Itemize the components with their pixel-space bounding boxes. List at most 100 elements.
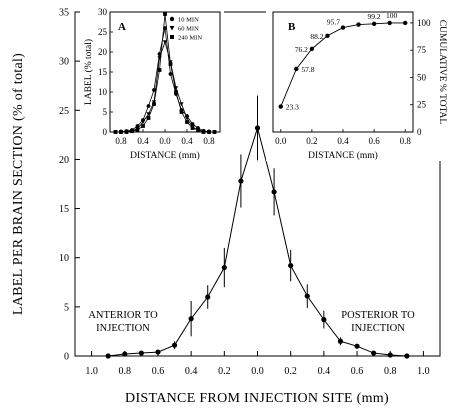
inset-b-data-label: 95.7 bbox=[327, 18, 340, 27]
main-y-tick-label: 0 bbox=[64, 352, 69, 363]
main-x-axis: 1.0 0.8 0.6 0.4 0.2 0.0 0.2 0.4 0.6 0.8 1.0 bbox=[85, 351, 430, 377]
inset-a-x-axis-title: DISTANCE (mm) bbox=[130, 150, 200, 161]
main-x-axis-title: DISTANCE FROM INJECTION SITE (mm) bbox=[125, 391, 389, 406]
main-data-point bbox=[304, 293, 310, 299]
main-data-point bbox=[122, 351, 128, 357]
inset-a-point-60min bbox=[146, 112, 151, 117]
inset-b-x-tick-label: 0.2 bbox=[306, 136, 317, 146]
inset-a-point-240min bbox=[135, 128, 140, 132]
main-y-tick-label: 5 bbox=[64, 302, 69, 313]
main-x-tick-label: 0.2 bbox=[218, 366, 231, 377]
inset-a-x-tick-label: 0.4 bbox=[137, 136, 149, 146]
main-y-axis-title: LABEL PER BRAIN SECTION (% of total) bbox=[11, 53, 26, 315]
main-x-tick-label: 1.0 bbox=[85, 366, 98, 377]
inset-b-point bbox=[387, 20, 392, 26]
main-y-tick-label: 20 bbox=[59, 155, 69, 166]
inset-b-y-tick-label: 75 bbox=[417, 45, 427, 55]
main-data-point bbox=[354, 343, 360, 349]
inset-b-data-label: 76.2 bbox=[295, 45, 308, 54]
inset-b-y-axis: 0 25 50 75 100 bbox=[410, 18, 431, 137]
inset-a-y-tick-label: 10 bbox=[98, 87, 108, 97]
main-x-tick-label: 0.2 bbox=[284, 366, 297, 377]
main-y-tick-label: 35 bbox=[59, 8, 69, 19]
main-data-point bbox=[321, 317, 327, 323]
inset-a-point-240min bbox=[196, 128, 200, 132]
annotation-posterior-line2: INJECTION bbox=[351, 323, 405, 334]
main-y-tick-label: 30 bbox=[59, 57, 69, 68]
inset-a-y-axis-title: LABEL (% total) bbox=[83, 39, 94, 105]
main-data-point bbox=[254, 125, 261, 131]
main-series-points bbox=[105, 125, 410, 359]
inset-a-x-tick-label: 0.4 bbox=[181, 136, 193, 146]
inset-b-panel-label: B bbox=[288, 21, 296, 33]
inset-a-point-240min bbox=[207, 130, 211, 134]
inset-a-point-240min bbox=[157, 68, 162, 72]
inset-a-y-tick-label: 20 bbox=[98, 47, 108, 57]
inset-a-y-tick-label: 15 bbox=[98, 67, 108, 77]
inset-b-x-axis-title: DISTANCE (mm) bbox=[308, 150, 378, 161]
inset-a-point-240min bbox=[174, 90, 178, 94]
inset-a-point-10min bbox=[146, 104, 151, 108]
legend-marker-10min bbox=[169, 16, 175, 22]
inset-a-y-axis: 0 5 10 15 20 25 30 bbox=[98, 7, 113, 137]
inset-b-point bbox=[371, 21, 377, 26]
inset-b-y-tick-label: 25 bbox=[417, 100, 427, 110]
inset-b-x-axis: 0.0 0.2 0.4 0.6 0.8 bbox=[275, 129, 411, 146]
inset-a-point-240min bbox=[119, 130, 123, 134]
inset-a-x-tick-label: 0.8 bbox=[203, 136, 215, 146]
annotation-posterior-line1: POSTERIOR TO bbox=[341, 310, 415, 321]
inset-a-background bbox=[80, 6, 224, 161]
main-data-point bbox=[138, 350, 144, 356]
inset-b-data-label: 57.8 bbox=[301, 65, 314, 74]
legend-label-60min: 60 MIN bbox=[178, 26, 199, 33]
main-series-line bbox=[108, 126, 407, 357]
main-x-tick-label: 0.4 bbox=[318, 366, 331, 377]
main-data-point bbox=[271, 189, 277, 195]
legend-marker-240min bbox=[170, 35, 174, 39]
inset-a-point-240min bbox=[185, 120, 189, 124]
inset-a-point-10min bbox=[168, 72, 173, 76]
inset-a-point-10min bbox=[152, 88, 156, 92]
inset-a-x-tick-label: 0.0 bbox=[159, 136, 171, 146]
inset-a-y-tick-label: 30 bbox=[98, 7, 108, 17]
inset-b-point bbox=[325, 33, 330, 38]
main-x-tick-label: 0.6 bbox=[152, 366, 165, 377]
main-x-tick-label: 0.8 bbox=[119, 366, 132, 377]
inset-b-data-label: 100 bbox=[386, 11, 398, 20]
inset-b-background bbox=[266, 6, 446, 161]
main-x-tick-label: 0.8 bbox=[384, 366, 397, 377]
main-data-point bbox=[337, 338, 344, 344]
main-data-point bbox=[371, 350, 377, 356]
main-x-tick-label: 0.6 bbox=[351, 366, 364, 377]
main-data-point bbox=[155, 349, 161, 355]
main-y-tick-label: 25 bbox=[59, 106, 69, 117]
main-data-point bbox=[387, 352, 393, 358]
main-data-point bbox=[105, 353, 111, 359]
inset-b-x-tick-label: 0.8 bbox=[400, 136, 412, 146]
inset-b-x-tick-label: 0.4 bbox=[337, 136, 349, 146]
main-y-tick-label: 10 bbox=[59, 253, 69, 264]
inset-a-point-240min bbox=[130, 129, 134, 134]
inset-b-point bbox=[340, 25, 346, 30]
inset-a-point-240min bbox=[146, 116, 151, 120]
inset-b-point bbox=[403, 20, 408, 26]
main-y-axis: 0 5 10 15 20 25 30 35 bbox=[59, 8, 80, 363]
legend-marker-60min bbox=[169, 26, 175, 31]
inset-b-y-tick-label: 0 bbox=[417, 127, 422, 137]
main-chart: 0 5 10 15 20 25 30 35 1.0 0.8 0.6 0.4 0.2 0.0 0.2 0.4 0… bbox=[11, 8, 441, 406]
inset-a-y-tick-label: 25 bbox=[98, 27, 108, 37]
annotation-anterior-line1: ANTERIOR TO bbox=[88, 310, 158, 321]
inset-a-point-240min bbox=[152, 102, 156, 106]
inset-b-data-label: 23.3 bbox=[286, 103, 299, 112]
inset-b-point bbox=[278, 104, 283, 109]
inset-a-point-60min bbox=[162, 40, 168, 45]
inset-a-point-240min bbox=[179, 110, 184, 114]
annotation-anterior-line2: INJECTION bbox=[96, 323, 150, 334]
inset-b-point bbox=[294, 66, 299, 72]
inset-a-y-tick-label: 5 bbox=[103, 107, 108, 117]
main-data-point bbox=[205, 294, 211, 300]
inset-a-point-60min bbox=[179, 102, 184, 107]
inset-a-legend: 10 MIN 60 MIN 240 MIN bbox=[169, 16, 202, 42]
inset-a: A 0 5 10 15 20 25 30 0.8 0.4 0.0 0.4 0.8 10 MIN 60… bbox=[80, 6, 224, 161]
inset-b-point bbox=[309, 46, 315, 52]
